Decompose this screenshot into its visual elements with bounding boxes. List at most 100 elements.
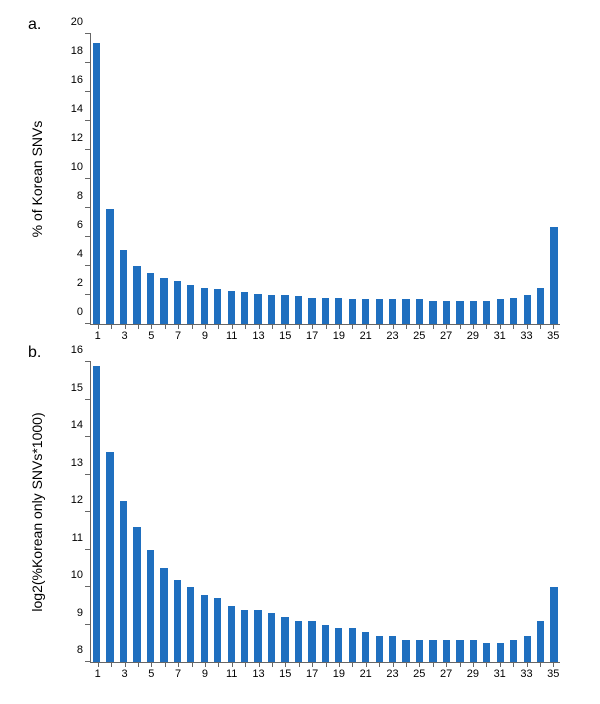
bar <box>376 636 383 662</box>
plot-area-a <box>91 34 560 324</box>
y-tick-label: 0 <box>77 306 83 318</box>
x-tick <box>433 662 434 667</box>
y-tick-label: 18 <box>71 45 83 57</box>
x-tick-label: 9 <box>202 668 208 680</box>
bar <box>120 501 127 662</box>
x-tick <box>513 324 514 329</box>
x-tick <box>366 662 367 667</box>
x-tick <box>192 662 193 667</box>
bar <box>483 643 490 662</box>
x-tick <box>379 324 380 329</box>
x-tick <box>339 662 340 667</box>
panel-b-label: b. <box>28 344 41 362</box>
x-tick <box>272 324 273 329</box>
x-tick <box>165 662 166 667</box>
bar <box>308 298 315 324</box>
x-tick <box>245 662 246 667</box>
bar <box>483 301 490 324</box>
y-axis-label-b: log2(%Korean only SNVs*1000) <box>29 412 45 611</box>
x-tick <box>165 324 166 329</box>
x-tick-label: 15 <box>279 330 291 342</box>
y-tick-label: 14 <box>71 419 83 431</box>
panel-a-label: a. <box>28 16 41 34</box>
x-tick-label: 7 <box>175 330 181 342</box>
bar <box>497 299 504 324</box>
x-tick-label: 1 <box>95 668 101 680</box>
bar <box>147 550 154 663</box>
x-tick <box>285 662 286 667</box>
x-tick-label: 29 <box>467 330 479 342</box>
x-tick <box>419 324 420 329</box>
x-tick <box>151 324 152 329</box>
plot-area-b <box>91 362 560 662</box>
panel-a: a. % of Korean SNVs 02468101214161820 13… <box>20 16 580 338</box>
x-tick-label: 33 <box>520 330 532 342</box>
x-tick <box>500 662 501 667</box>
x-tick-label: 3 <box>121 330 127 342</box>
bar <box>470 640 477 663</box>
panel-b: b. log2(%Korean only SNVs*1000) 89101112… <box>20 344 580 684</box>
x-tick <box>486 324 487 329</box>
x-tick-label: 15 <box>279 668 291 680</box>
y-tick-label: 14 <box>71 103 83 115</box>
x-tick-label: 5 <box>148 668 154 680</box>
y-tick-label: 8 <box>77 644 83 656</box>
bar <box>281 617 288 662</box>
bar <box>402 640 409 663</box>
y-tick-label: 16 <box>71 74 83 86</box>
x-tick <box>98 324 99 329</box>
bar <box>201 595 208 663</box>
bar <box>174 281 181 325</box>
x-tick <box>527 324 528 329</box>
bar <box>268 613 275 662</box>
x-tick <box>259 662 260 667</box>
bar <box>402 299 409 324</box>
x-tick <box>299 324 300 329</box>
bar <box>389 636 396 662</box>
bar <box>524 636 531 662</box>
x-tick-label: 27 <box>440 330 452 342</box>
bar <box>133 527 140 662</box>
bar <box>187 587 194 662</box>
x-tick-label: 21 <box>360 330 372 342</box>
x-tick <box>406 324 407 329</box>
bar <box>416 640 423 663</box>
x-tick <box>218 324 219 329</box>
x-tick <box>218 662 219 667</box>
bar <box>201 288 208 324</box>
bar <box>160 568 167 662</box>
x-tick <box>446 662 447 667</box>
bar <box>214 289 221 324</box>
bar <box>93 366 100 662</box>
x-tick <box>500 324 501 329</box>
bar <box>308 621 315 662</box>
x-tick <box>379 662 380 667</box>
x-tick <box>299 662 300 667</box>
x-tick <box>366 324 367 329</box>
x-tick <box>205 324 206 329</box>
bar <box>322 298 329 324</box>
bar <box>335 298 342 324</box>
x-tick <box>111 324 112 329</box>
bar <box>106 452 113 662</box>
bar <box>470 301 477 324</box>
x-tick <box>553 662 554 667</box>
x-tick <box>339 324 340 329</box>
bar <box>389 299 396 324</box>
x-tick <box>473 662 474 667</box>
x-tick <box>138 324 139 329</box>
x-tick <box>406 662 407 667</box>
bar <box>147 273 154 324</box>
bar <box>254 294 261 324</box>
x-tick <box>326 324 327 329</box>
bar <box>241 292 248 324</box>
x-tick <box>312 324 313 329</box>
y-tick-label: 20 <box>71 16 83 28</box>
bar <box>456 301 463 324</box>
x-tick-label: 11 <box>226 330 237 342</box>
y-tick-label: 15 <box>71 382 83 394</box>
bar <box>228 606 235 662</box>
x-tick <box>312 662 313 667</box>
x-tick <box>245 324 246 329</box>
bar <box>281 295 288 324</box>
